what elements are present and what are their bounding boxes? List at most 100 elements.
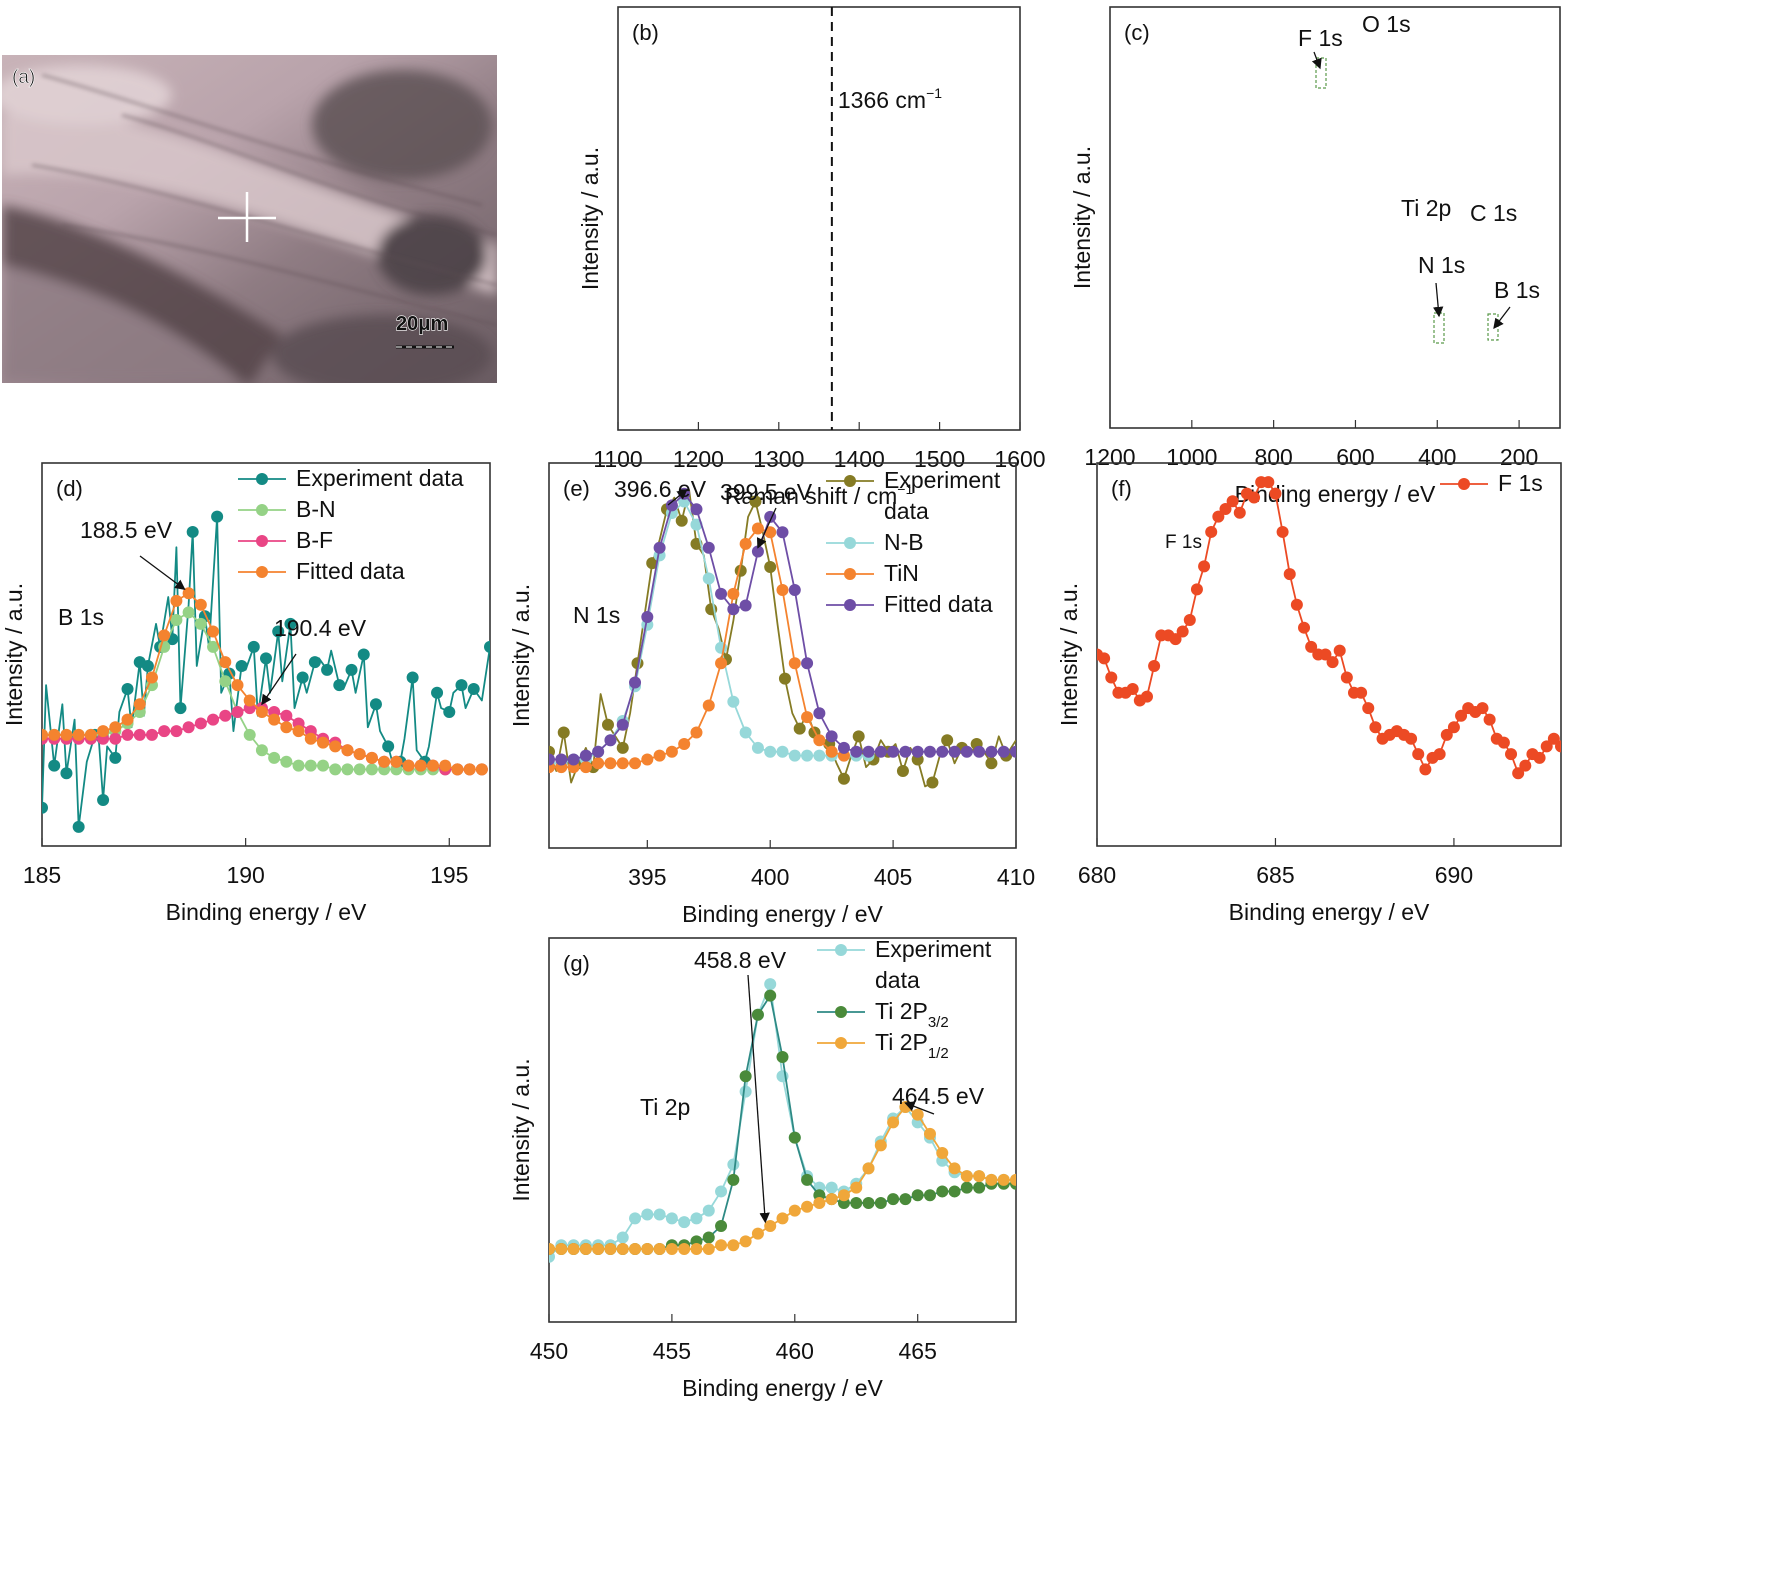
data-point xyxy=(788,749,801,762)
data-point xyxy=(219,656,232,669)
data-point xyxy=(646,557,659,570)
data-point xyxy=(133,698,146,711)
data-point xyxy=(665,745,678,758)
inner-label-e: N 1s xyxy=(573,602,620,628)
data-point xyxy=(268,713,281,726)
data-point xyxy=(1098,652,1111,665)
annotation-arrow xyxy=(747,974,770,1224)
data-point xyxy=(776,745,789,758)
data-point xyxy=(1305,640,1318,653)
data-point xyxy=(896,765,909,777)
legend-item: Fitted data xyxy=(238,558,405,584)
data-point xyxy=(665,1243,678,1256)
legend-label: F 1s xyxy=(1498,470,1543,496)
data-point xyxy=(60,767,73,780)
data-point xyxy=(629,757,642,770)
data-point xyxy=(1547,732,1560,745)
data-point xyxy=(1183,614,1196,627)
legend-swatch-marker xyxy=(844,599,856,611)
data-point xyxy=(887,1116,900,1129)
legend: F 1s xyxy=(1440,470,1543,496)
data-point xyxy=(353,763,366,776)
x-axis-label-sup: −1 xyxy=(897,481,913,497)
data-point xyxy=(280,709,293,722)
series-line-ti-2p xyxy=(549,994,1016,1250)
legend-label: B-N xyxy=(296,496,336,522)
series-line-experiment-data xyxy=(42,515,490,828)
data-point xyxy=(641,611,654,623)
data-point xyxy=(604,734,617,747)
data-point xyxy=(211,510,224,523)
data-point xyxy=(813,707,826,720)
data-point xyxy=(678,1216,691,1229)
data-point xyxy=(219,709,232,722)
data-point xyxy=(629,1212,642,1225)
peak-annotation-raman: 1366 cm−1 xyxy=(838,85,942,113)
peak-highlight-box xyxy=(1433,312,1445,344)
data-point xyxy=(231,705,244,718)
x-tick-label: 1300 xyxy=(753,446,804,472)
x-tick-label: 400 xyxy=(751,864,789,890)
legend-label: B-F xyxy=(296,527,333,553)
data-point xyxy=(653,541,666,554)
data-point xyxy=(268,751,281,764)
data-point xyxy=(739,1235,752,1248)
data-point xyxy=(690,503,703,516)
data-point xyxy=(973,1170,986,1183)
x-tick-label: 1000 xyxy=(1166,444,1217,470)
legend-label: data xyxy=(884,498,929,524)
data-point xyxy=(715,587,728,600)
data-point xyxy=(702,572,715,585)
data-point xyxy=(467,682,480,695)
data-point xyxy=(776,1212,789,1225)
legend-item: N-B xyxy=(826,529,924,555)
data-point xyxy=(567,1243,580,1256)
data-point xyxy=(121,728,134,741)
data-point xyxy=(280,721,293,734)
data-point xyxy=(1262,476,1275,489)
data-point xyxy=(182,587,195,600)
data-point xyxy=(665,1212,678,1225)
data-point xyxy=(1476,702,1489,715)
y-axis-label: Intensity / a.u. xyxy=(577,147,603,290)
data-point xyxy=(715,1239,728,1252)
data-point xyxy=(813,1196,826,1209)
x-tick-label: 600 xyxy=(1336,444,1374,470)
peak-annotation-sup: −1 xyxy=(926,85,942,101)
data-point xyxy=(749,495,762,508)
scale-bar-label: 20μm xyxy=(396,313,448,335)
annotation-arrow xyxy=(904,1101,935,1115)
data-point xyxy=(378,755,391,768)
peak-annotation-1: 190.4 eV xyxy=(274,615,367,641)
data-point xyxy=(1340,671,1353,684)
data-point xyxy=(272,625,285,638)
peak-arrow xyxy=(1432,282,1444,318)
data-point xyxy=(292,725,305,738)
panel-label-e: (e) xyxy=(563,476,590,501)
panel-label-d: (d) xyxy=(56,476,83,501)
panel-label-g: (g) xyxy=(563,951,590,976)
data-point xyxy=(1505,748,1518,761)
plot-area xyxy=(549,487,1016,789)
data-point xyxy=(641,1243,654,1256)
data-point xyxy=(1319,648,1332,661)
data-point xyxy=(1276,525,1289,538)
peak-label-b-1s: B 1s xyxy=(1494,277,1540,303)
data-point xyxy=(97,725,110,738)
data-point xyxy=(764,989,777,1002)
data-point xyxy=(369,698,382,711)
data-point xyxy=(1533,751,1546,764)
legend-swatch-marker xyxy=(844,475,856,487)
peak-label-ti-2p: Ti 2p xyxy=(1401,195,1451,221)
data-point xyxy=(341,744,354,757)
plot-frame xyxy=(41,462,491,847)
peak-annotation-0: 188.5 eV xyxy=(80,517,173,543)
plot-frame xyxy=(548,462,1017,849)
data-point xyxy=(862,745,875,758)
data-point xyxy=(926,776,939,789)
y-axis-label: Intensity / a.u. xyxy=(1069,146,1095,289)
data-point xyxy=(923,1127,936,1140)
legend-swatch-marker xyxy=(256,535,268,547)
data-point xyxy=(764,526,777,539)
data-point xyxy=(1126,682,1139,695)
